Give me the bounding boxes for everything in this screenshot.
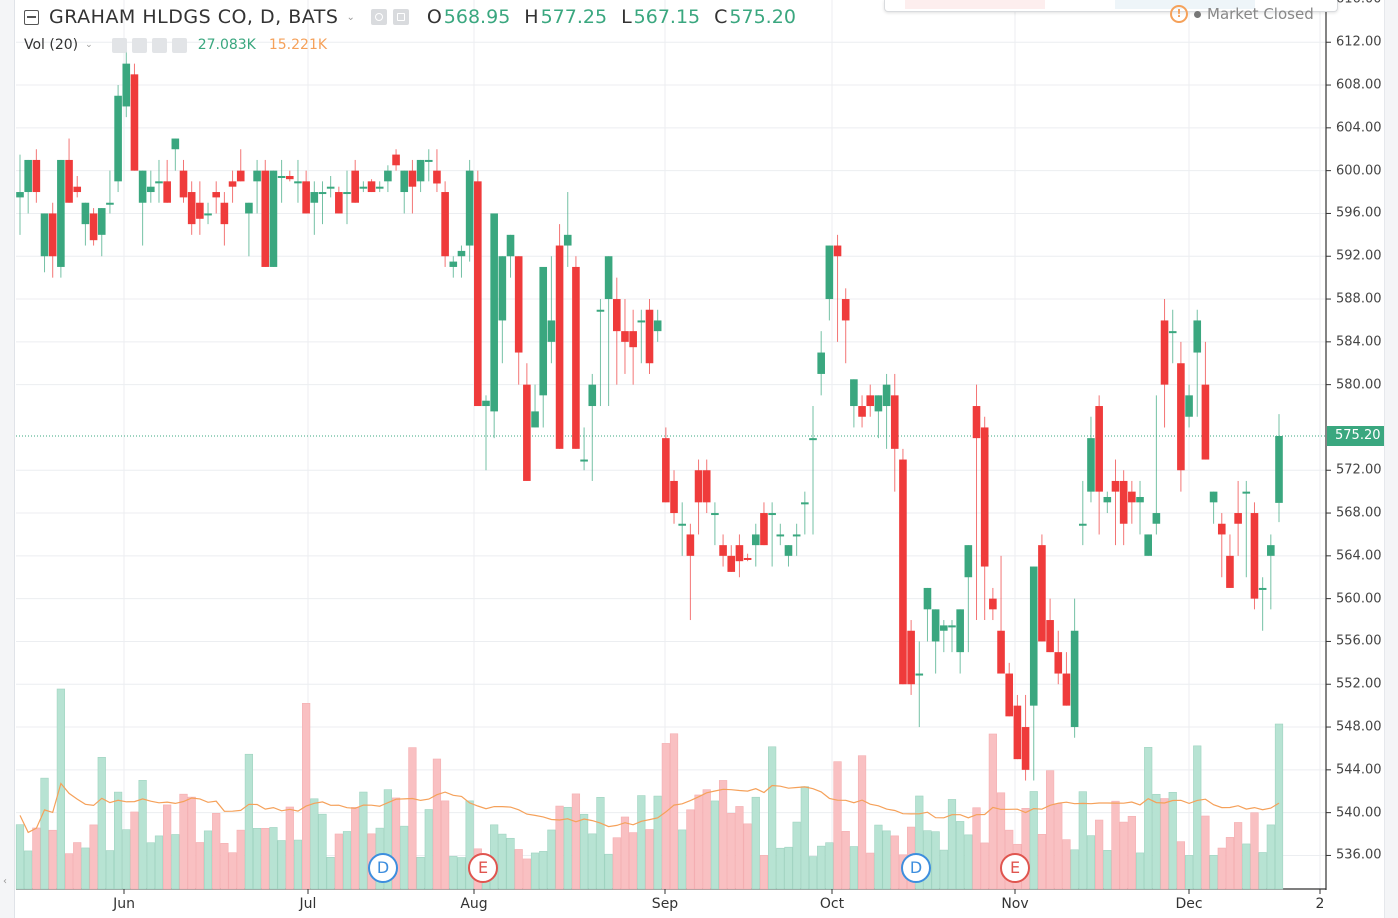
price-axis-label: 592.00 [1336, 248, 1382, 264]
price-axis-label: 616.00 [1336, 0, 1382, 7]
time-axis-label: Jul [299, 896, 317, 912]
price-axis-label: 536.00 [1336, 847, 1382, 863]
price-axis-label: 572.00 [1336, 462, 1382, 478]
price-axis-label: 608.00 [1336, 77, 1382, 93]
earnings-marker[interactable]: E [1000, 853, 1030, 883]
dividend-marker[interactable]: D [368, 853, 398, 883]
price-axis-label: 540.00 [1336, 805, 1382, 821]
ohlc-values: O 568.95 H 577.25 L 567.15 C 575.20 [427, 6, 796, 28]
settings-icon[interactable] [151, 37, 167, 53]
right-rail [1384, 0, 1398, 918]
scroll-left-icon[interactable]: ‹ [3, 876, 7, 887]
time-axis-label: 2 [1315, 896, 1325, 912]
price-axis-label: 600.00 [1336, 163, 1382, 179]
price-axis-label: 544.00 [1336, 762, 1382, 778]
price-axis-label: 604.00 [1336, 120, 1382, 136]
price-axis-label: 564.00 [1336, 548, 1382, 564]
settings-icon[interactable] [392, 9, 409, 25]
chevron-down-icon[interactable]: ⌄ [85, 40, 93, 50]
market-status-label: Market Closed [1207, 5, 1314, 23]
time-axis-label: Jun [113, 896, 135, 912]
last-price-tag: 575.20 [1327, 426, 1384, 446]
volume-ma-value: 15.221K [268, 37, 328, 53]
chevron-down-icon[interactable]: ⌄ [346, 11, 355, 23]
price-axis-label: 580.00 [1336, 377, 1382, 393]
market-status: ! Market Closed [1170, 5, 1314, 23]
price-axis-label: 548.00 [1336, 719, 1382, 735]
earnings-marker[interactable]: E [468, 853, 498, 883]
volume-value: 27.083K [197, 37, 256, 53]
time-axis-label: Dec [1175, 896, 1203, 912]
dropdown-overlay [884, 0, 1338, 12]
price-axis-label: 556.00 [1336, 633, 1382, 649]
source-code-icon[interactable] [111, 37, 127, 53]
price-axis-label: 588.00 [1336, 291, 1382, 307]
price-axis-label: 612.00 [1336, 34, 1382, 50]
close-icon[interactable] [171, 37, 187, 53]
time-axis-label: Nov [1001, 896, 1029, 912]
ohlc-high: H 577.25 [524, 6, 608, 28]
time-axis-label: Aug [460, 896, 488, 912]
price-axis-label: 584.00 [1336, 334, 1382, 350]
symbol-title[interactable]: GRAHAM HLDGS CO, D, BATS [49, 6, 339, 28]
collapse-legend-icon[interactable] [24, 9, 39, 25]
ohlc-open: O 568.95 [426, 6, 511, 28]
price-axis-label: 552.00 [1336, 676, 1382, 692]
time-axis-label: Sep [651, 896, 679, 912]
price-axis-label: 568.00 [1336, 505, 1382, 521]
warning-icon[interactable]: ! [1170, 5, 1188, 23]
series-legend: GRAHAM HLDGS CO, D, BATS ⌄ O 568.95 H 577.… [24, 6, 796, 28]
price-axis-label: 596.00 [1336, 205, 1382, 221]
status-dot-icon [1194, 10, 1201, 18]
visibility-icon[interactable] [131, 37, 147, 53]
ohlc-low: L 567.15 [621, 6, 701, 28]
ohlc-close: C 575.20 [714, 6, 796, 28]
visibility-icon[interactable] [370, 9, 387, 25]
time-axis-label: Oct [819, 896, 845, 912]
left-rail [0, 0, 15, 918]
volume-legend: Vol (20) ⌄ 27.083K 15.221K [24, 37, 327, 53]
dividend-marker[interactable]: D [901, 853, 931, 883]
price-axis-label: 560.00 [1336, 591, 1382, 607]
volume-study-label[interactable]: Vol (20) [24, 37, 79, 53]
